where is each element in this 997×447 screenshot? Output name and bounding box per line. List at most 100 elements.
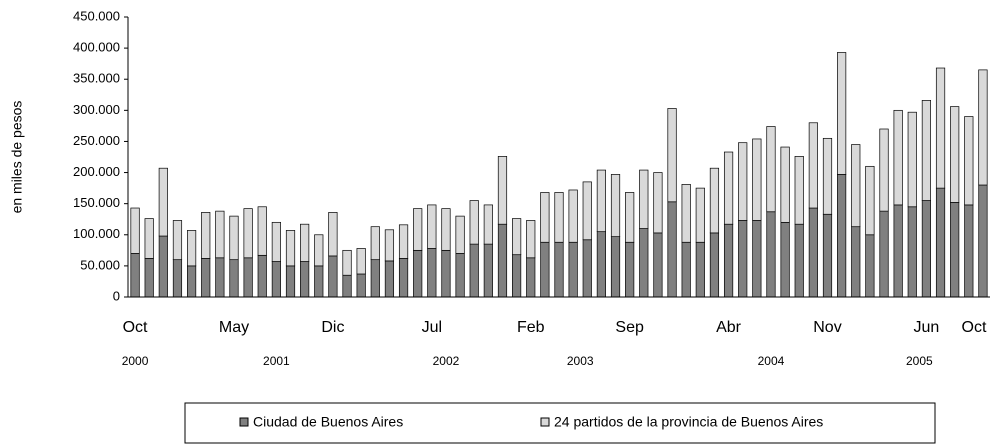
- bar-segment: [639, 228, 649, 298]
- bar-segment: [300, 261, 310, 298]
- bar-segment: [766, 126, 776, 213]
- year-label: 2005: [906, 354, 933, 368]
- bar-segment: [723, 151, 734, 225]
- bar-segment: [709, 232, 720, 298]
- y-tick-label: 250.000: [73, 133, 120, 148]
- bar-segment: [257, 254, 267, 298]
- bar-segment: [384, 229, 395, 262]
- bar-segment: [837, 174, 847, 298]
- bar-segment: [398, 258, 409, 298]
- bar-segment: [709, 167, 720, 234]
- bar-segment: [907, 206, 917, 298]
- bar-segment: [625, 241, 635, 298]
- x-tick-label: Abr: [716, 319, 742, 336]
- x-tick-label: Jul: [422, 319, 442, 336]
- bar-segment: [497, 156, 508, 225]
- bar-segment: [314, 265, 324, 298]
- y-tick-label: 350.000: [73, 71, 120, 86]
- bar-segment: [851, 226, 861, 298]
- bar-segment: [300, 223, 310, 262]
- bar-segment: [653, 172, 663, 234]
- bar-segment: [187, 230, 197, 267]
- x-tick-label: Jun: [914, 319, 940, 336]
- y-tick-label: 150.000: [73, 195, 120, 210]
- bar-segment: [413, 208, 423, 251]
- legend-box: [184, 402, 936, 444]
- bar-segment: [130, 253, 140, 298]
- bar-segment: [172, 259, 183, 298]
- bar-segment: [455, 253, 465, 298]
- bar-segment: [413, 249, 423, 298]
- bar-segment: [837, 52, 847, 175]
- bar-segment: [625, 192, 635, 243]
- bar-segment: [172, 220, 183, 261]
- x-tick-label: Dic: [321, 319, 344, 336]
- bar-segment: [441, 249, 451, 298]
- bar-segment: [554, 241, 564, 298]
- bar-segment: [144, 258, 154, 298]
- bar-segment: [921, 100, 931, 201]
- bar-segment: [851, 144, 861, 228]
- bar-segment: [483, 243, 493, 298]
- bar-segment: [243, 257, 253, 298]
- bar-segment: [610, 174, 621, 237]
- bar-segment: [695, 241, 705, 298]
- bar-segment: [328, 255, 338, 298]
- bar-segment: [822, 137, 833, 215]
- bar-segment: [978, 184, 988, 298]
- bar-segment: [935, 187, 946, 298]
- bar-segment: [271, 221, 281, 262]
- bar-segment: [144, 218, 154, 259]
- bar-segment: [935, 67, 946, 189]
- bar-segment: [158, 235, 168, 298]
- bar-segment: [257, 206, 267, 256]
- bar-segment: [201, 212, 211, 259]
- legend-label: 24 partidos de la provincia de Buenos Ai…: [554, 414, 823, 430]
- bar-segment: [554, 192, 564, 243]
- bar-segment: [229, 215, 239, 261]
- bar-segment: [596, 169, 606, 233]
- bar-segment: [794, 223, 804, 298]
- legend-swatch: [540, 417, 550, 427]
- bar-segment: [780, 146, 790, 223]
- bar-segment: [130, 207, 140, 254]
- bar-segment: [568, 241, 578, 298]
- bar-segment: [356, 273, 366, 298]
- bar-segment: [370, 226, 380, 261]
- bar-segment: [964, 204, 974, 298]
- bar-segment: [681, 184, 691, 243]
- x-tick-label: Oct: [962, 319, 987, 336]
- y-tick-label: 450.000: [73, 8, 120, 23]
- bar-segment: [540, 192, 550, 243]
- bar-segment: [497, 223, 508, 298]
- year-label: 2000: [122, 354, 149, 368]
- bar-segment: [370, 259, 380, 298]
- bar-segment: [342, 249, 352, 276]
- bar-segment: [215, 210, 225, 259]
- x-tick-label: Feb: [517, 319, 545, 336]
- bar-segment: [681, 241, 691, 298]
- bar-segment: [766, 211, 776, 298]
- year-label: 2002: [433, 354, 460, 368]
- bar-segment: [865, 234, 875, 298]
- bar-segment: [469, 243, 479, 298]
- y-tick-label: 50.000: [80, 257, 120, 272]
- bar-segment: [342, 274, 352, 298]
- y-tick-label: 0: [113, 288, 120, 303]
- bar-segment: [879, 210, 889, 298]
- bar-segment: [512, 254, 522, 298]
- bar-segment: [808, 207, 818, 298]
- y-tick-label: 200.000: [73, 164, 120, 179]
- bar-segment: [950, 202, 960, 298]
- bar-segment: [328, 212, 338, 257]
- bar-segment: [314, 234, 324, 267]
- bar-segment: [187, 265, 197, 298]
- year-label: 2003: [567, 354, 594, 368]
- bar-segment: [526, 220, 536, 259]
- y-tick-label: 300.000: [73, 102, 120, 117]
- bar-segment: [964, 116, 974, 206]
- bar-segment: [738, 142, 748, 221]
- bar-segment: [243, 208, 253, 259]
- bar-segment: [596, 231, 606, 298]
